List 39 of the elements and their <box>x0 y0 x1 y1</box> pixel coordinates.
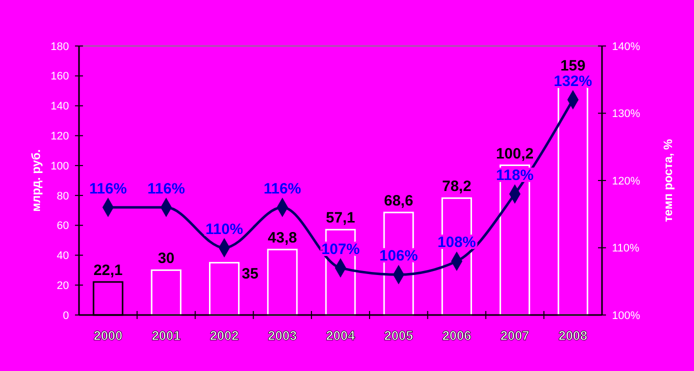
data-label: 30 <box>158 250 175 268</box>
y2-tick-label: 140% <box>612 40 640 53</box>
y-tick-label: 80 <box>56 190 69 202</box>
x-tick-label: 2003 <box>268 328 297 343</box>
data-label: 100,2 <box>496 145 534 162</box>
data-label: 43,8 <box>268 230 297 247</box>
y2-tick-label: 110% <box>612 242 640 255</box>
x-tick-label: 2004 <box>326 328 356 343</box>
data-label: 116% <box>264 180 302 198</box>
data-label: 110% <box>206 220 244 238</box>
y-tick-label: 20 <box>56 280 69 292</box>
data-label: 22,1 <box>93 262 123 279</box>
y2-tick-label: 120% <box>612 175 640 188</box>
x-tick-label: 2006 <box>442 328 472 343</box>
y-tick-label: 100 <box>50 160 69 172</box>
data-label: 35 <box>242 266 258 283</box>
data-label: 57,1 <box>326 210 356 227</box>
x-tick-label: 2001 <box>152 328 181 343</box>
y2-axis-title: темп роста, % <box>661 138 675 222</box>
y2-tick-label: 100% <box>612 310 640 322</box>
x-tick-label: 2008 <box>558 328 588 343</box>
y-tick-label: 0 <box>62 310 69 322</box>
y2-tick-label: 130% <box>612 108 640 120</box>
y-tick-label: 120 <box>50 130 69 143</box>
y-axis-title: млрд. руб. <box>29 149 43 212</box>
data-label: 116% <box>147 180 185 198</box>
x-tick-label: 2000 <box>94 328 123 343</box>
data-label: 159 <box>560 57 586 74</box>
y-tick-label: 180 <box>50 40 69 53</box>
x-tick-label: 2005 <box>384 328 414 343</box>
x-tick-label: 2007 <box>500 328 530 343</box>
y-tick-label: 140 <box>50 100 69 113</box>
y-tick-label: 60 <box>56 220 69 232</box>
y-tick-label: 40 <box>56 250 69 262</box>
x-tick-label: 2002 <box>210 328 239 343</box>
data-label: 68,6 <box>384 192 414 210</box>
data-label: 78,2 <box>442 178 472 196</box>
y-tick-label: 160 <box>50 70 69 83</box>
data-label: 116% <box>89 180 127 198</box>
